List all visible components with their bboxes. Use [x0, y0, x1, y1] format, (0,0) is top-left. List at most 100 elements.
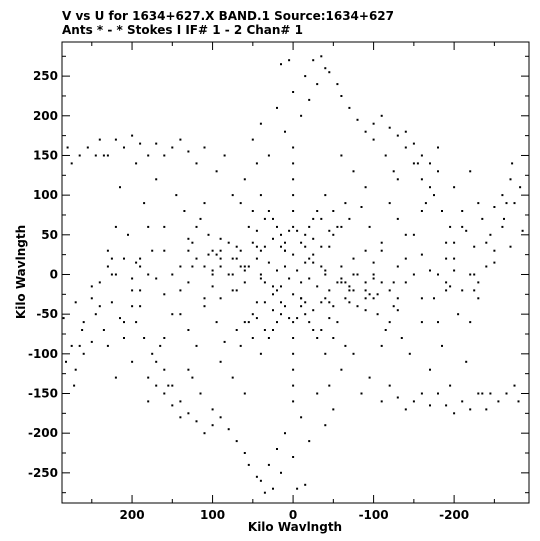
uv-point	[155, 360, 158, 363]
uv-point	[155, 277, 158, 280]
uv-point	[187, 237, 190, 240]
uv-point	[344, 297, 347, 300]
x-tick-label: 200	[120, 508, 145, 522]
uv-point	[388, 126, 391, 129]
uv-point	[336, 321, 339, 324]
uv-point	[106, 265, 109, 268]
uv-point	[364, 281, 367, 284]
uv-point	[199, 217, 202, 220]
uv-point	[449, 384, 452, 387]
uv-point	[235, 440, 238, 443]
uv-point	[211, 269, 214, 272]
uv-point	[477, 281, 480, 284]
uv-point	[243, 281, 246, 284]
uv-point	[292, 384, 295, 387]
uv-point	[328, 245, 331, 248]
uv-point	[429, 186, 431, 189]
uv-point	[171, 146, 174, 149]
uv-point	[280, 63, 282, 66]
uv-point	[284, 432, 286, 435]
uv-point	[396, 217, 399, 220]
uv-point	[114, 225, 117, 228]
uv-point	[247, 265, 250, 268]
uv-point	[292, 352, 295, 355]
uv-point	[340, 95, 343, 97]
uv-point	[324, 269, 327, 272]
uv-point	[384, 329, 387, 331]
y-tick-label: 0	[50, 267, 58, 281]
uv-point	[203, 202, 206, 205]
uv-point	[304, 245, 307, 248]
uv-point	[433, 297, 435, 300]
uv-point	[171, 313, 174, 316]
uv-point	[433, 194, 435, 197]
uv-point	[159, 344, 162, 347]
uv-point	[203, 146, 206, 149]
uv-point	[231, 257, 234, 260]
x-tick-label: 0	[289, 508, 297, 522]
uv-point	[151, 352, 154, 355]
uv-point	[171, 273, 174, 276]
uv-point	[356, 305, 359, 308]
uv-point	[215, 170, 218, 173]
uv-point	[223, 154, 226, 157]
uv-point	[493, 261, 496, 264]
uv-point	[267, 261, 270, 264]
uv-point	[163, 293, 166, 296]
uv-point	[493, 249, 496, 252]
uv-point	[195, 420, 198, 423]
y-tick-label: 200	[33, 109, 58, 123]
uv-point	[300, 297, 303, 300]
uv-point	[461, 210, 464, 212]
uv-point	[211, 249, 214, 252]
uv-point	[239, 249, 242, 252]
uv-point	[445, 404, 448, 407]
uv-point	[106, 249, 109, 252]
uv-point	[404, 130, 407, 133]
uv-point	[332, 233, 335, 236]
uv-point	[195, 162, 198, 165]
uv-point	[372, 297, 375, 300]
uv-point	[110, 273, 113, 276]
uv-point	[82, 352, 85, 355]
uv-point	[505, 392, 508, 395]
uv-point	[404, 257, 407, 260]
uv-point	[163, 225, 166, 228]
uv-point	[183, 210, 186, 212]
uv-point	[324, 273, 327, 276]
uv-point	[98, 281, 101, 284]
uv-point	[324, 352, 327, 355]
uv-point	[119, 317, 121, 320]
uv-point	[219, 265, 222, 268]
y-tick-label: -50	[36, 307, 58, 321]
uv-point	[288, 229, 291, 232]
uv-point	[461, 225, 464, 228]
uv-point	[441, 210, 443, 212]
uv-point	[255, 317, 258, 320]
uv-point	[453, 412, 456, 415]
uv-point	[312, 253, 315, 256]
uv-point	[312, 309, 315, 312]
uv-point	[517, 400, 520, 403]
uv-point	[449, 225, 452, 228]
uv-point	[114, 273, 117, 276]
uv-point	[86, 146, 89, 149]
uv-point	[143, 202, 146, 205]
uv-point	[243, 392, 246, 395]
uv-point	[376, 293, 379, 296]
uv-point	[372, 122, 375, 125]
uv-point	[171, 384, 174, 387]
uv-point	[332, 210, 335, 212]
uv-point	[267, 337, 270, 339]
uv-point	[219, 249, 222, 252]
uv-point	[243, 265, 246, 268]
uv-point	[437, 392, 439, 395]
uv-point	[179, 138, 182, 141]
uv-point	[364, 130, 367, 133]
uv-point	[263, 245, 266, 248]
uv-point	[288, 59, 291, 62]
uv-point	[396, 396, 399, 399]
uv-point	[352, 352, 355, 355]
plot-area: 200 100 0 -100 -200 250 200 150 100 50 0 -50 -100 -1…	[28, 41, 530, 522]
uv-point	[73, 384, 76, 387]
